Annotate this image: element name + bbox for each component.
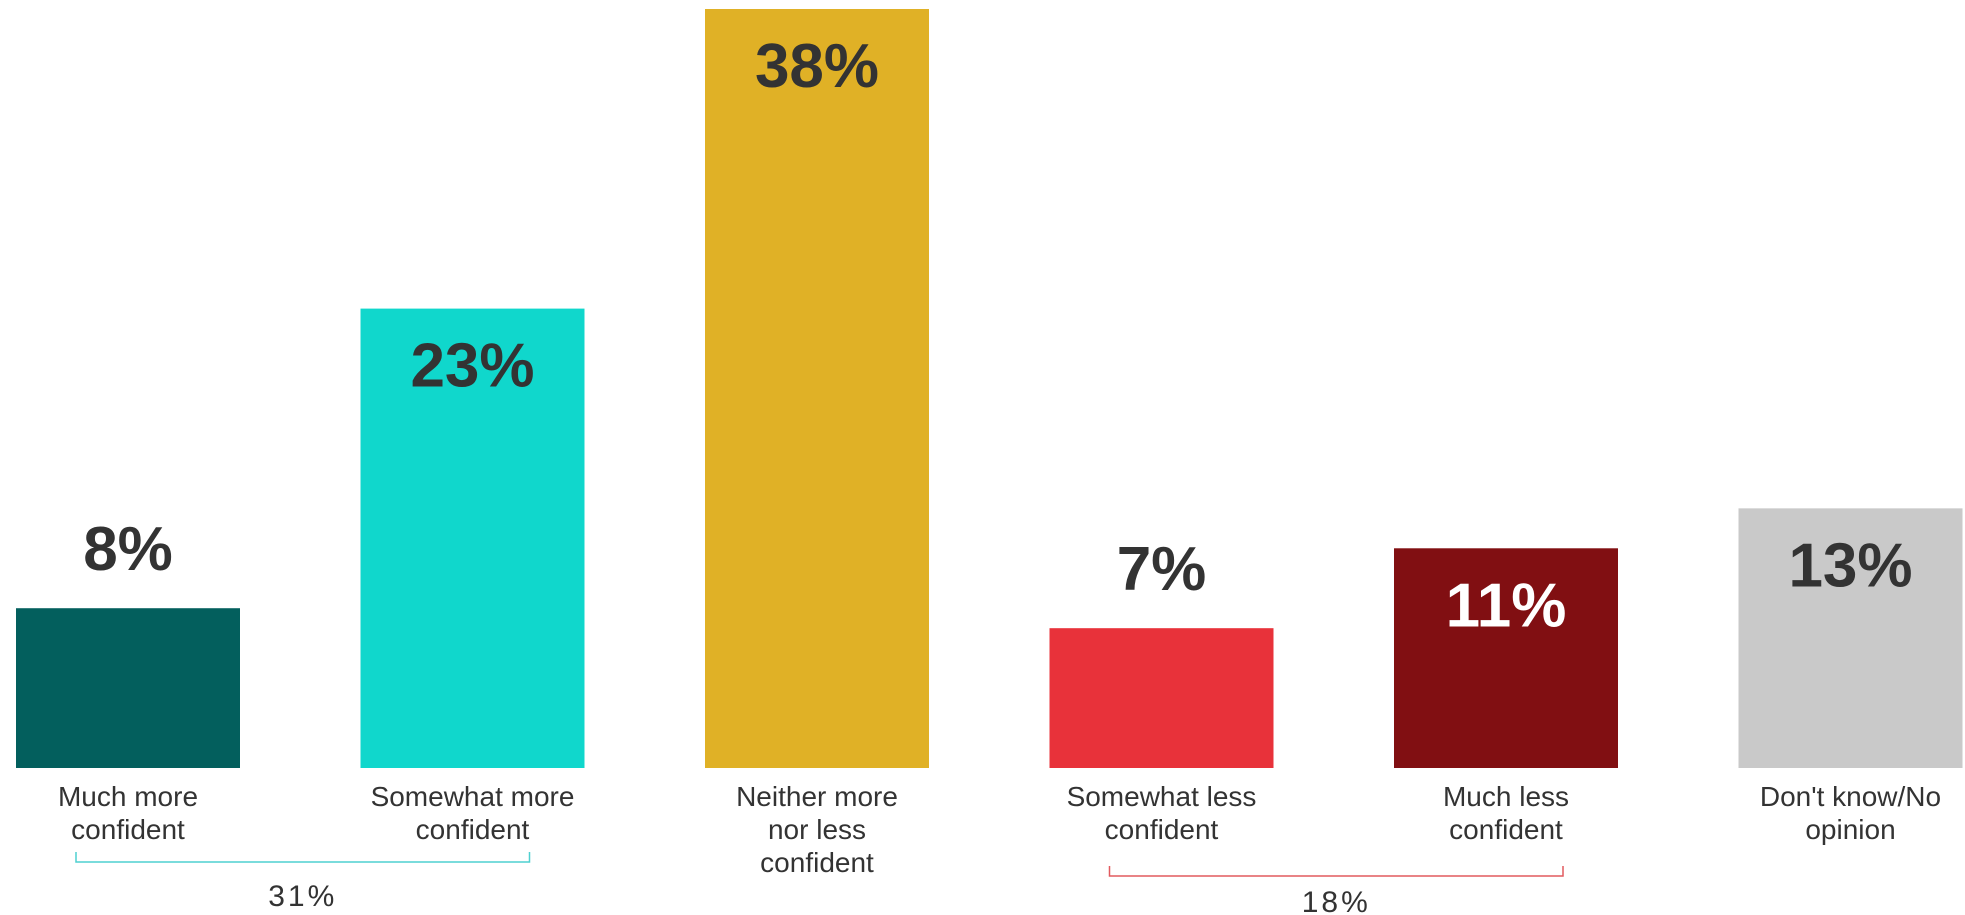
- bar: [705, 9, 929, 768]
- category-label: Somewhat more: [371, 781, 575, 812]
- bar: [1049, 628, 1274, 768]
- category-label: confident: [760, 847, 874, 878]
- data-label: 13%: [1788, 531, 1912, 600]
- category-label: Neither more: [736, 781, 898, 812]
- data-label: 8%: [83, 515, 173, 584]
- category-label: opinion: [1805, 814, 1895, 845]
- category-label: confident: [1105, 814, 1219, 845]
- category-label: nor less: [768, 814, 866, 845]
- group-bracket: [1108, 866, 1564, 877]
- category-label: confident: [416, 814, 530, 845]
- data-label: 23%: [410, 332, 534, 401]
- bar: [1394, 548, 1618, 768]
- bar: [1738, 508, 1963, 768]
- category-label: Much more: [58, 781, 198, 812]
- data-label: 7%: [1117, 535, 1207, 604]
- bar: [16, 608, 240, 768]
- group-bracket: [75, 852, 531, 863]
- group-total-label: 18%: [1302, 886, 1371, 915]
- category-label: Don't know/No: [1760, 781, 1941, 812]
- data-label: 11%: [1446, 571, 1567, 640]
- category-label: confident: [1449, 814, 1563, 845]
- category-label: Much less: [1443, 781, 1569, 812]
- data-label: 38%: [755, 32, 879, 101]
- category-label: Somewhat less: [1067, 781, 1257, 812]
- bar: [360, 308, 585, 768]
- category-label: confident: [71, 814, 185, 845]
- group-total-label: 31%: [268, 880, 337, 913]
